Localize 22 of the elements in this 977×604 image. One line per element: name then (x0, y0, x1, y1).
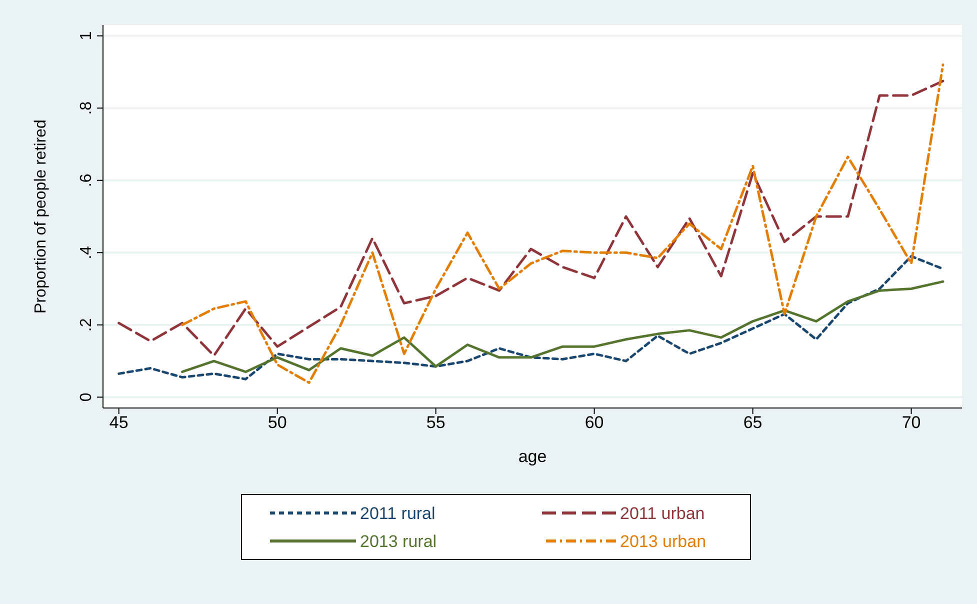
legend-label: 2011 urban (620, 504, 705, 523)
x-tick-label: 65 (743, 413, 762, 432)
y-tick-label: .8 (78, 101, 95, 115)
x-tick-label: 70 (902, 413, 921, 432)
line-series (180, 280, 944, 374)
y-tick-label: 0 (78, 392, 95, 402)
line-series (118, 254, 944, 380)
y-axis-title: Proportion of people retired (32, 120, 50, 314)
x-tick-label: 45 (109, 413, 128, 432)
text: 2011 rural (360, 504, 436, 523)
x-tick-label: 55 (426, 413, 446, 432)
line-series (118, 80, 944, 357)
x-tick-label: 60 (584, 413, 604, 432)
y-tick-label: .4 (78, 246, 95, 260)
x-axis-title: age (518, 447, 547, 466)
x-tick-label: 50 (268, 413, 287, 432)
y-tick-label: .6 (78, 174, 95, 188)
text: 2013 rural (360, 532, 437, 551)
legend-label: 2013 urban (620, 532, 706, 551)
y-tick-label: 1 (78, 31, 95, 40)
y-tick-label: .2 (78, 318, 95, 332)
line-series (180, 63, 944, 384)
